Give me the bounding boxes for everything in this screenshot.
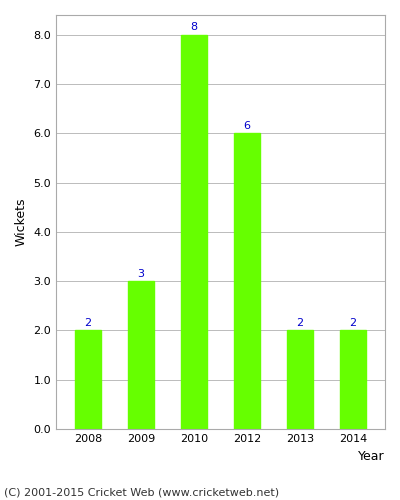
Text: 3: 3: [138, 268, 144, 278]
Bar: [340, 330, 366, 429]
Text: 2: 2: [296, 318, 304, 328]
X-axis label: Year: Year: [358, 450, 385, 462]
Text: 8: 8: [190, 22, 198, 32]
Bar: [75, 330, 101, 429]
Bar: [128, 281, 154, 429]
Text: (C) 2001-2015 Cricket Web (www.cricketweb.net): (C) 2001-2015 Cricket Web (www.cricketwe…: [4, 488, 279, 498]
Bar: [234, 134, 260, 429]
Text: 6: 6: [244, 121, 251, 131]
Text: 2: 2: [350, 318, 357, 328]
Bar: [181, 34, 207, 429]
Text: 2: 2: [84, 318, 92, 328]
Bar: [287, 330, 313, 429]
Y-axis label: Wickets: Wickets: [15, 198, 28, 246]
